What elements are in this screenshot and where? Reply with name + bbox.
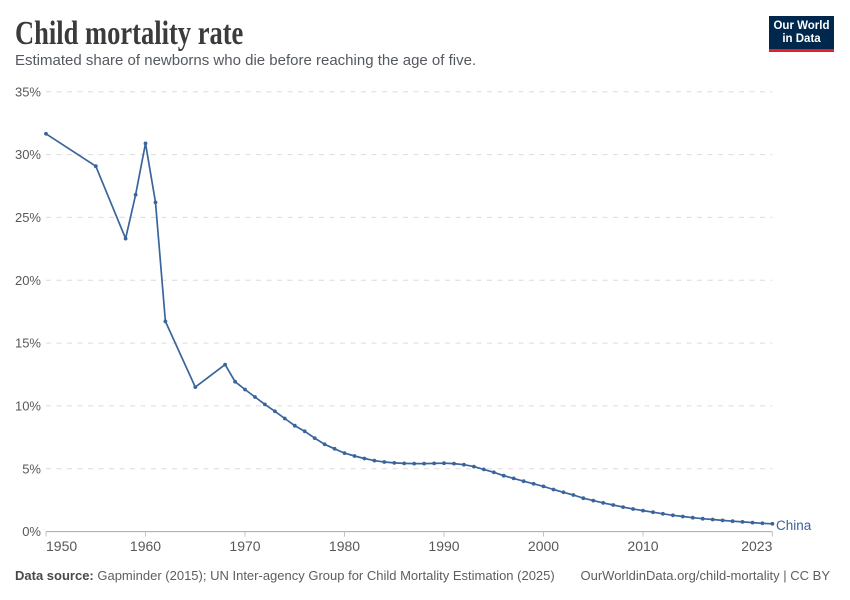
svg-text:1960: 1960 xyxy=(130,538,161,554)
svg-text:30%: 30% xyxy=(15,147,41,162)
svg-text:0%: 0% xyxy=(22,524,41,539)
svg-text:China: China xyxy=(776,518,812,533)
svg-text:25%: 25% xyxy=(15,210,41,225)
svg-text:35%: 35% xyxy=(15,84,41,99)
svg-text:2023: 2023 xyxy=(741,538,772,554)
svg-text:15%: 15% xyxy=(15,336,41,351)
svg-text:1990: 1990 xyxy=(428,538,459,554)
svg-text:20%: 20% xyxy=(15,273,41,288)
svg-text:2010: 2010 xyxy=(627,538,658,554)
svg-text:2000: 2000 xyxy=(528,538,559,554)
svg-text:1970: 1970 xyxy=(229,538,260,554)
svg-text:5%: 5% xyxy=(22,461,41,476)
svg-text:1950: 1950 xyxy=(46,538,77,554)
svg-text:1980: 1980 xyxy=(329,538,360,554)
svg-text:10%: 10% xyxy=(15,398,41,413)
